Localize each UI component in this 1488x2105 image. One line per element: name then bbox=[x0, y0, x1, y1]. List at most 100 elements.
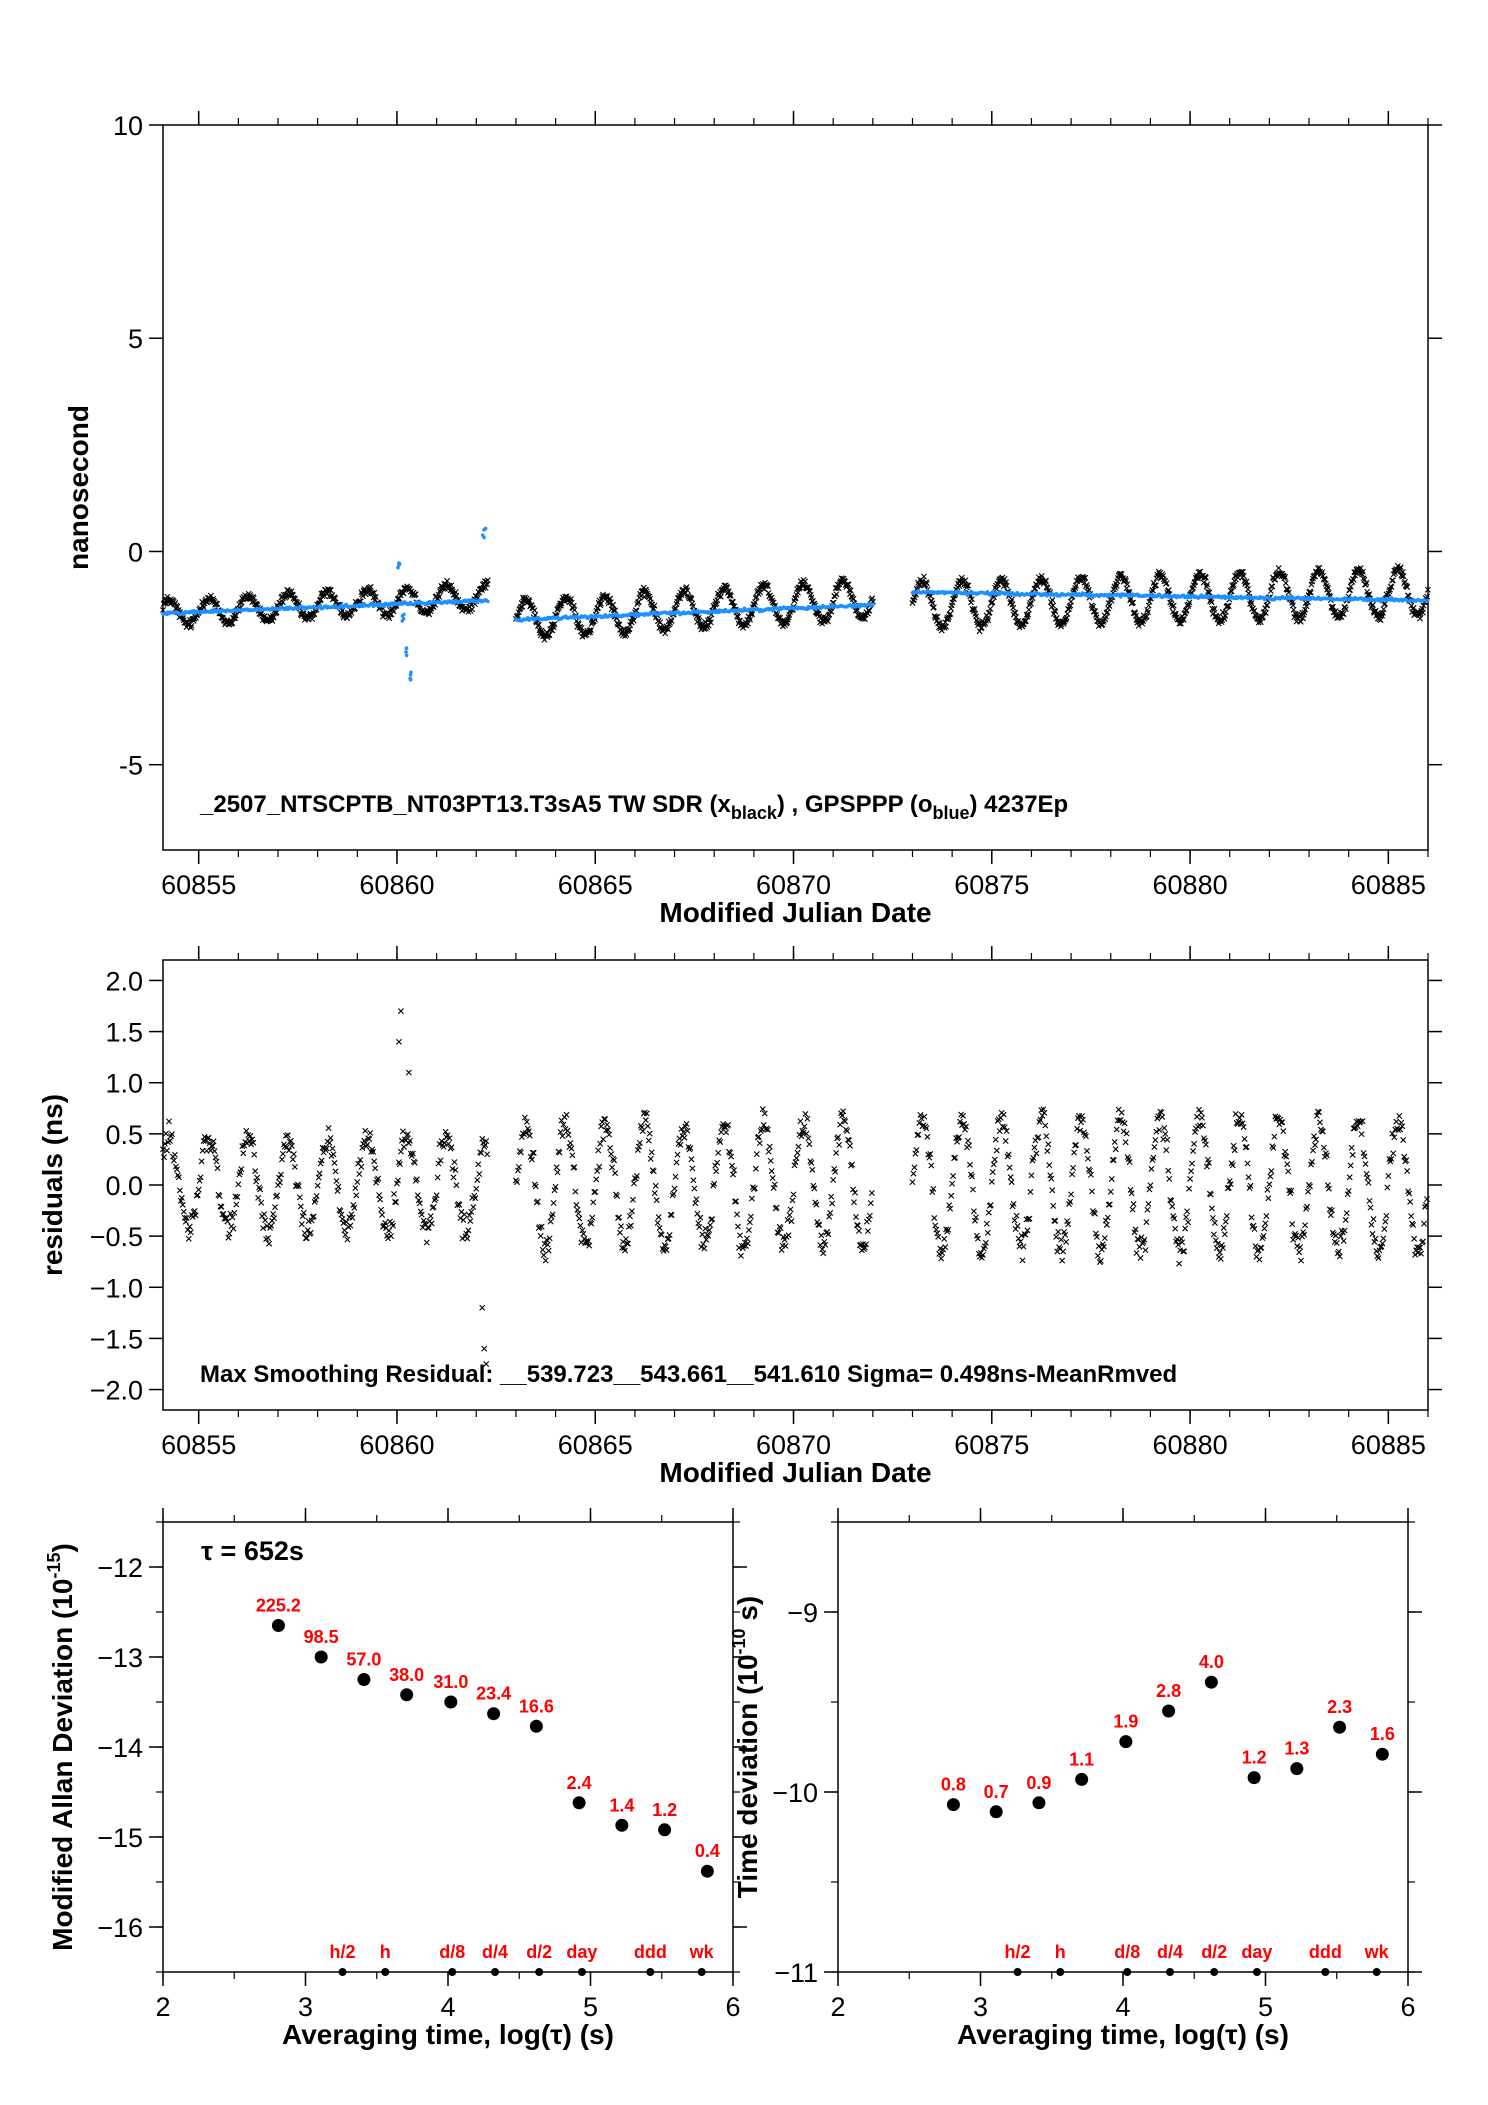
x-tick-label: 60875 bbox=[954, 1430, 1029, 1460]
data-point bbox=[238, 1166, 245, 1173]
data-point bbox=[1186, 1185, 1193, 1192]
data-point bbox=[1213, 1245, 1220, 1252]
data-point bbox=[456, 1201, 463, 1208]
data-point bbox=[1192, 1129, 1199, 1136]
data-point bbox=[251, 1151, 258, 1158]
data-point bbox=[1205, 1159, 1212, 1166]
data-point bbox=[828, 1193, 835, 1200]
data-point bbox=[1359, 568, 1366, 575]
data-point bbox=[1073, 1141, 1080, 1148]
data-point bbox=[923, 1125, 930, 1132]
data-point bbox=[1184, 1208, 1191, 1215]
data-point bbox=[733, 1198, 740, 1205]
data-point bbox=[358, 1163, 365, 1170]
data-point bbox=[706, 1227, 713, 1234]
data-point bbox=[965, 582, 972, 589]
data-point bbox=[1267, 588, 1274, 595]
data-point bbox=[1071, 1149, 1078, 1156]
tau-marker-dot bbox=[1372, 1968, 1381, 1976]
data-point bbox=[976, 628, 983, 635]
data-point bbox=[576, 1215, 583, 1222]
data-point bbox=[601, 1116, 608, 1123]
data-point bbox=[400, 1143, 407, 1150]
data-point bbox=[717, 593, 724, 600]
data-point bbox=[1397, 564, 1404, 571]
data-point bbox=[1170, 602, 1177, 609]
data-point bbox=[1260, 1233, 1267, 1239]
data-point bbox=[948, 1192, 955, 1199]
data-point bbox=[1327, 1212, 1334, 1219]
tau-marker-label: d/4 bbox=[1157, 1942, 1183, 1962]
data-point bbox=[854, 1222, 861, 1229]
data-point bbox=[404, 1131, 411, 1138]
data-point bbox=[1022, 618, 1029, 625]
data-point bbox=[354, 1179, 361, 1185]
data-point bbox=[963, 1123, 970, 1130]
data-point bbox=[313, 1192, 320, 1199]
plot-frame bbox=[162, 959, 1429, 1411]
data-point bbox=[1113, 1126, 1120, 1133]
data-point bbox=[1220, 1224, 1227, 1231]
data-point bbox=[1366, 1197, 1373, 1204]
y-tick-label: −15 bbox=[97, 1823, 143, 1853]
data-point bbox=[1361, 1153, 1368, 1160]
data-point bbox=[969, 1186, 976, 1193]
data-point bbox=[1257, 1244, 1264, 1251]
data-point bbox=[801, 1123, 808, 1130]
data-point bbox=[1074, 1125, 1081, 1132]
panel-bottom-right: 2 3 4 5 6 −11 −10 −9 Time deviation (10-10 s) Ave… bbox=[729, 1508, 1422, 2050]
data-point bbox=[575, 1210, 582, 1217]
data-point bbox=[1302, 1222, 1309, 1229]
data-point bbox=[1400, 573, 1407, 580]
data-point bbox=[989, 1169, 996, 1176]
data-point bbox=[1337, 1233, 1344, 1240]
data-point bbox=[587, 627, 594, 634]
data-point bbox=[353, 1192, 360, 1199]
data-point bbox=[850, 1186, 856, 1193]
data-point bbox=[1252, 1243, 1259, 1250]
data-point bbox=[602, 1116, 609, 1123]
data-point bbox=[481, 1143, 488, 1150]
data-point bbox=[191, 1207, 198, 1214]
data-point bbox=[808, 1159, 815, 1166]
data-point bbox=[297, 1203, 304, 1210]
data-point bbox=[372, 594, 379, 601]
data-point bbox=[1265, 1195, 1272, 1202]
data-point bbox=[832, 1168, 839, 1175]
data-point bbox=[1007, 1174, 1014, 1181]
data-point bbox=[1202, 574, 1209, 581]
data-point bbox=[270, 1211, 277, 1217]
data-point bbox=[624, 1240, 631, 1247]
data-point bbox=[1050, 1202, 1057, 1209]
tau-marker-label: h/2 bbox=[1005, 1942, 1031, 1962]
data-point bbox=[699, 1231, 706, 1238]
data-point bbox=[1171, 610, 1178, 617]
data-point bbox=[1412, 1251, 1419, 1258]
data-point bbox=[806, 1141, 813, 1148]
data-point bbox=[325, 586, 332, 593]
data-point bbox=[766, 1143, 773, 1150]
data-point bbox=[299, 1213, 306, 1220]
data-point bbox=[253, 1178, 260, 1185]
data-point bbox=[851, 1199, 857, 1206]
data-point bbox=[1383, 1212, 1390, 1219]
data-point bbox=[168, 1131, 175, 1138]
data-point bbox=[523, 1118, 530, 1125]
data-point bbox=[1267, 1173, 1274, 1180]
data-point bbox=[382, 1219, 389, 1226]
data-point bbox=[329, 1145, 336, 1152]
data-point bbox=[189, 1214, 196, 1220]
data-point bbox=[479, 1304, 486, 1311]
data-point bbox=[338, 1211, 345, 1218]
data-point bbox=[395, 1038, 402, 1045]
data-point bbox=[939, 1249, 946, 1256]
data-point bbox=[762, 583, 769, 590]
data-point bbox=[209, 595, 216, 602]
data-point bbox=[787, 1206, 794, 1213]
data-point bbox=[1093, 1233, 1100, 1240]
data-point bbox=[1084, 1155, 1091, 1162]
data-point bbox=[793, 1155, 800, 1162]
data-point bbox=[833, 1149, 840, 1156]
data-point bbox=[391, 1190, 397, 1197]
data-point bbox=[1162, 1704, 1176, 1718]
